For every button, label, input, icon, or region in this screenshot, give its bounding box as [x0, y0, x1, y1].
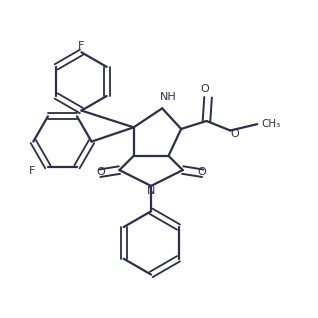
Text: O: O [96, 167, 105, 177]
Text: NH: NH [160, 92, 177, 102]
Text: CH₃: CH₃ [262, 119, 281, 129]
Text: F: F [29, 166, 35, 176]
Text: O: O [201, 84, 209, 94]
Text: O: O [197, 167, 206, 177]
Text: F: F [78, 41, 85, 51]
Text: N: N [147, 186, 155, 196]
Text: O: O [231, 129, 239, 139]
